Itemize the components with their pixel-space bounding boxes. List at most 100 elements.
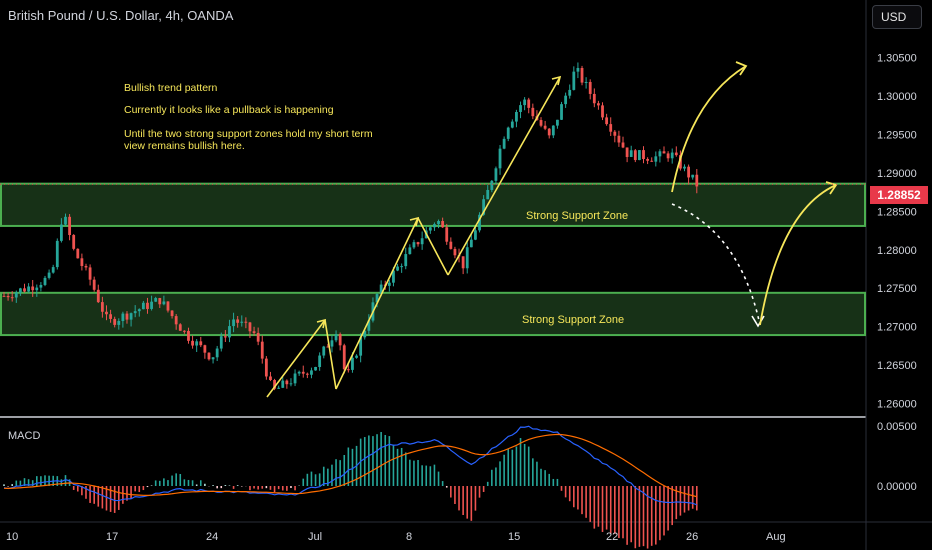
candle-body	[240, 321, 244, 323]
candle-body	[338, 334, 342, 346]
candle-body	[351, 357, 354, 370]
candle-body	[158, 298, 162, 305]
candle-body	[613, 131, 617, 136]
candle-body	[691, 174, 695, 178]
candle-body	[642, 150, 645, 160]
trend-arrow-segment[interactable]	[417, 217, 449, 276]
candle-body	[256, 332, 260, 342]
candle-body	[117, 321, 121, 325]
arrow-head	[735, 61, 748, 76]
time-axis-label: 10	[6, 531, 18, 543]
bullish-forecast-arrow[interactable]	[671, 65, 747, 193]
rebound-forecast-arrow[interactable]	[759, 184, 837, 326]
candle-body	[293, 373, 297, 384]
trend-arrow-segment[interactable]	[447, 76, 561, 276]
candle-body	[629, 150, 633, 157]
candle-body	[560, 104, 563, 120]
candle-body	[109, 314, 112, 319]
candle-body	[683, 166, 686, 169]
candle-body	[670, 152, 674, 159]
support-zone-2[interactable]	[0, 291, 866, 337]
macd-label: MACD	[8, 430, 41, 442]
candle-body	[523, 99, 527, 106]
candle-body	[314, 366, 317, 371]
candle-body	[441, 221, 445, 228]
candle-body	[59, 224, 63, 241]
candle-body	[187, 330, 190, 341]
pullback-forecast-arrow[interactable]	[671, 203, 761, 326]
candle-body	[64, 216, 67, 225]
candle-body	[592, 93, 596, 104]
candle-body	[556, 119, 559, 126]
candle-body	[355, 355, 358, 358]
trend-arrow-segment[interactable]	[335, 217, 419, 390]
candle-body	[31, 286, 35, 291]
candle-body	[121, 313, 125, 322]
candle-body	[76, 248, 80, 259]
candle-body	[182, 330, 186, 332]
candle-body	[633, 150, 637, 161]
candle-body	[387, 282, 391, 286]
price-tick: 1.27500	[877, 283, 917, 295]
candle-body	[305, 373, 309, 375]
candle-body	[461, 256, 465, 269]
candle-body	[580, 67, 584, 83]
candle-body	[363, 330, 367, 338]
arrow-head	[316, 318, 327, 329]
candle-body	[445, 227, 449, 242]
candle-body	[412, 242, 416, 248]
candle-body	[531, 107, 535, 117]
candle-body	[92, 279, 96, 290]
candle-body	[605, 117, 609, 125]
price-tick: 1.26000	[877, 398, 917, 410]
candle-body	[396, 266, 399, 271]
note-title: Bullish trend pattern	[124, 82, 218, 94]
candle-body	[474, 230, 477, 240]
candle-body	[150, 301, 153, 309]
candle-body	[191, 340, 194, 346]
candle-body	[51, 267, 55, 273]
candle-body	[510, 121, 514, 128]
candle-body	[285, 380, 289, 385]
candle-body	[547, 128, 551, 136]
candle-body	[248, 322, 252, 332]
candle-body	[334, 334, 338, 341]
candle-body	[236, 319, 240, 323]
candle-body	[404, 254, 408, 267]
candle-body	[469, 239, 473, 248]
candle-body	[597, 103, 600, 106]
currency-button[interactable]: USD	[872, 5, 922, 29]
candle-body	[154, 298, 158, 302]
price-tick: 1.29500	[877, 129, 917, 141]
candle-body	[84, 265, 88, 268]
candle-body	[359, 337, 363, 356]
candle-body	[207, 352, 211, 360]
candle-body	[695, 174, 699, 187]
price-tick: 1.28000	[877, 245, 917, 257]
candle-body	[322, 346, 326, 356]
candle-body	[572, 71, 576, 90]
candle-body	[141, 302, 145, 310]
candle-body	[199, 341, 203, 346]
candle-body	[88, 267, 92, 280]
candle-body	[617, 135, 621, 143]
candle-body	[515, 111, 518, 122]
candle-body	[129, 313, 133, 320]
candle-body	[170, 310, 174, 317]
signal-line	[3, 433, 697, 498]
candle-body	[375, 294, 379, 303]
candle-body	[35, 287, 39, 291]
time-axis-label: 17	[106, 531, 118, 543]
time-axis-label: 15	[508, 531, 520, 543]
candle-body	[646, 159, 650, 161]
support-zone-1[interactable]	[0, 182, 866, 227]
candle-body	[55, 240, 59, 268]
candle-body	[379, 284, 383, 295]
trend-arrow-segment[interactable]	[324, 319, 337, 390]
candle-body	[264, 358, 268, 377]
candle-body	[609, 124, 613, 132]
candle-body	[96, 289, 100, 303]
trend-arrow-segment[interactable]	[266, 319, 326, 398]
candle-body	[6, 295, 10, 298]
